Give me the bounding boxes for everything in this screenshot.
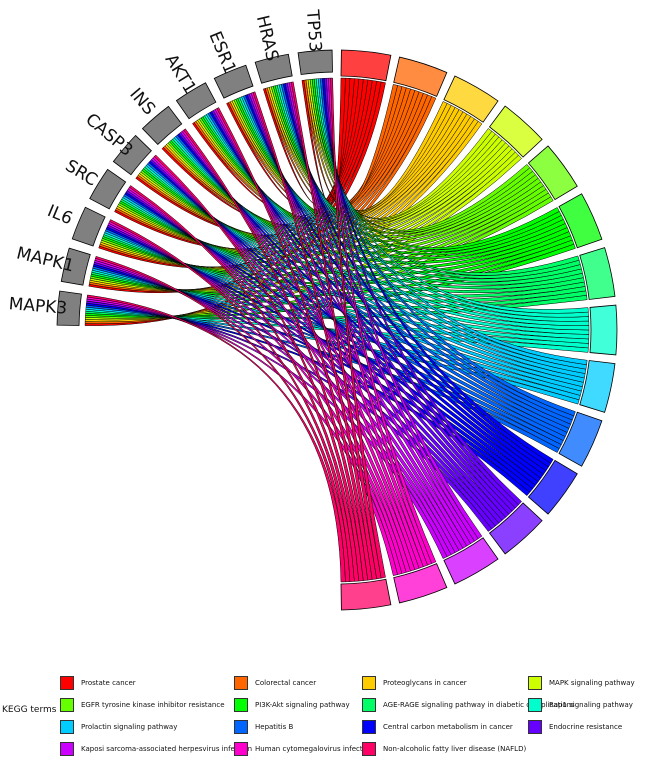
legend-swatch: [528, 720, 542, 734]
legend-item: Proteoglycans in cancer: [362, 676, 467, 690]
legend-item: Colorectal cancer: [234, 676, 316, 690]
legend-swatch: [234, 676, 248, 690]
legend: KEGG terms Prostate cancer Colorectal can…: [0, 668, 649, 764]
legend-swatch: [362, 720, 376, 734]
legend-swatch: [362, 698, 376, 712]
term-arc: [558, 411, 603, 467]
legend-label: Rap1 signaling pathway: [549, 701, 633, 709]
legend-swatch: [60, 720, 74, 734]
term-arc: [488, 105, 543, 158]
legend-swatch: [528, 676, 542, 690]
gene-arc: [56, 290, 82, 326]
legend-label: Prolactin signaling pathway: [81, 723, 178, 731]
legend-item: Rap1 signaling pathway: [528, 698, 633, 712]
term-arc: [589, 304, 618, 356]
term-arc: [443, 537, 499, 585]
term-arc: [488, 502, 543, 555]
legend-label: Hepatitis B: [255, 723, 294, 731]
gene-arc: [112, 134, 152, 176]
gene-arc: [141, 105, 183, 145]
gene-arc: [175, 82, 217, 120]
gene-label: IL6: [44, 201, 75, 229]
legend-item: Central carbon metabolism in cancer: [362, 720, 513, 734]
gene-arc: [254, 53, 293, 84]
legend-label: PI3K-Akt signaling pathway: [255, 701, 350, 709]
legend-swatch: [60, 676, 74, 690]
legend-swatch: [60, 742, 74, 756]
term-arc: [443, 75, 499, 123]
legend-label: Non-alcoholic fatty liver disease (NAFLD…: [383, 745, 527, 753]
ribbon-layer: [84, 77, 590, 583]
gene-label: MAPK3: [8, 294, 68, 319]
gene-label: HRAS: [252, 13, 282, 63]
legend-label: Endocrine resistance: [549, 723, 623, 731]
legend-label: AGE-RAGE signaling pathway in diabetic c…: [383, 701, 575, 709]
term-arc: [527, 145, 578, 201]
gene-arc: [297, 49, 333, 75]
term-arc: [393, 563, 448, 604]
gene-label: SRC: [62, 156, 101, 191]
term-arc: [558, 193, 603, 249]
legend-label: EGFR tyrosine kinase inhibitor resistanc…: [81, 701, 225, 709]
gene-arc: [89, 168, 127, 210]
legend-item: Non-alcoholic fatty liver disease (NAFLD…: [362, 742, 526, 756]
term-arc: [579, 360, 616, 413]
legend-swatch: [234, 742, 248, 756]
gene-arc: [60, 247, 91, 286]
gene-arc: [213, 64, 254, 99]
legend-item: MAPK signaling pathway: [528, 676, 635, 690]
legend-swatch: [528, 698, 542, 712]
term-arc: [340, 49, 392, 82]
term-arc: [340, 578, 392, 611]
legend-label: Human cytomegalovirus infection: [255, 745, 374, 753]
gene-label: CASP3: [81, 110, 136, 161]
legend-label: Central carbon metabolism in cancer: [383, 723, 513, 731]
gene-arc: [71, 206, 106, 247]
legend-item: Endocrine resistance: [528, 720, 622, 734]
ribbon: [330, 77, 386, 579]
gene-label: ESR1: [204, 29, 239, 77]
legend-item: Kaposi sarcoma-associated herpesvirus in…: [60, 742, 252, 756]
legend-swatch: [60, 698, 74, 712]
legend-swatch: [234, 698, 248, 712]
term-arc: [393, 56, 448, 97]
legend-item: Prostate cancer: [60, 676, 136, 690]
term-arc: [527, 459, 578, 515]
legend-item: PI3K-Akt signaling pathway: [234, 698, 350, 712]
legend-swatch: [362, 676, 376, 690]
gene-label: INS: [125, 85, 159, 120]
legend-item: EGFR tyrosine kinase inhibitor resistanc…: [60, 698, 225, 712]
legend-title: KEGG terms: [2, 705, 57, 715]
legend-label: Kaposi sarcoma-associated herpesvirus in…: [81, 745, 253, 753]
legend-swatch: [362, 742, 376, 756]
gene-arc-layer: [56, 49, 333, 326]
legend-item: Prolactin signaling pathway: [60, 720, 177, 734]
legend-label: Colorectal cancer: [255, 679, 317, 687]
term-arc-layer: [340, 49, 618, 611]
legend-item: Hepatitis B: [234, 720, 293, 734]
legend-item: Human cytomegalovirus infection: [234, 742, 373, 756]
legend-label: Prostate cancer: [81, 679, 136, 687]
term-arc: [579, 247, 616, 300]
legend-swatch: [234, 720, 248, 734]
legend-item: AGE-RAGE signaling pathway in diabetic c…: [362, 698, 575, 712]
gene-label: MAPK1: [15, 243, 77, 276]
gene-label: AKT1: [161, 51, 200, 98]
legend-label: MAPK signaling pathway: [549, 679, 635, 687]
gene-label: TP53: [302, 8, 325, 53]
legend-label: Proteoglycans in cancer: [383, 679, 467, 687]
